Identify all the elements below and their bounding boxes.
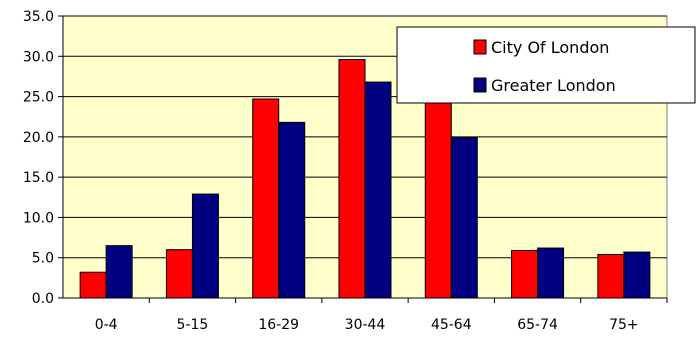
bar-city-of-london-5-15 — [165, 249, 193, 299]
legend: City Of London Greater London — [396, 26, 696, 104]
bar-greater-london-45-64 — [450, 137, 478, 299]
y-tick-label: 30.0 — [23, 49, 54, 65]
x-tick-label: 75+ — [609, 317, 639, 333]
legend-swatch-greater-london — [473, 77, 487, 93]
x-tick-label: 30-44 — [345, 317, 386, 333]
legend-swatch-city-of-london — [473, 39, 487, 55]
y-tick-label: 0.0 — [32, 291, 54, 307]
bar-greater-london-5-15 — [191, 193, 219, 299]
x-axis-ticks: 0-4 5-15 16-29 30-44 45-64 65-74 75+ — [95, 298, 668, 333]
y-tick-label: 5.0 — [32, 251, 54, 267]
bar-greater-london-30-44 — [364, 81, 392, 299]
bar-city-of-london-65-74 — [511, 249, 539, 299]
bar-greater-london-16-29 — [278, 121, 306, 299]
bar-city-of-london-16-29 — [252, 98, 280, 299]
bar-city-of-london-30-44 — [338, 59, 366, 299]
x-tick-label: 0-4 — [95, 317, 118, 333]
legend-label-greater-london: Greater London — [491, 76, 616, 95]
y-tick-label: 35.0 — [23, 9, 54, 25]
y-tick-label: 20.0 — [23, 130, 54, 146]
x-tick-label: 45-64 — [431, 317, 472, 333]
y-tick-label: 10.0 — [23, 210, 54, 226]
bar-city-of-london-45-64 — [424, 100, 452, 299]
x-tick-label: 5-15 — [177, 317, 209, 333]
bar-greater-london-0-4 — [105, 245, 133, 299]
y-tick-label: 15.0 — [23, 170, 54, 186]
bar-greater-london-75+ — [623, 251, 651, 299]
bar-city-of-london-75+ — [597, 253, 625, 299]
bar-greater-london-65-74 — [537, 247, 565, 299]
y-axis-ticks: 0.0 5.0 10.0 15.0 20.0 25.0 30.0 35.0 — [23, 9, 63, 307]
bar-city-of-london-0-4 — [79, 271, 107, 299]
legend-label-city-of-london: City Of London — [491, 38, 609, 57]
bars — [79, 59, 651, 299]
y-tick-label: 25.0 — [23, 90, 54, 106]
x-tick-label: 16-29 — [258, 317, 299, 333]
legend-box — [396, 26, 696, 104]
x-tick-label: 65-74 — [517, 317, 558, 333]
